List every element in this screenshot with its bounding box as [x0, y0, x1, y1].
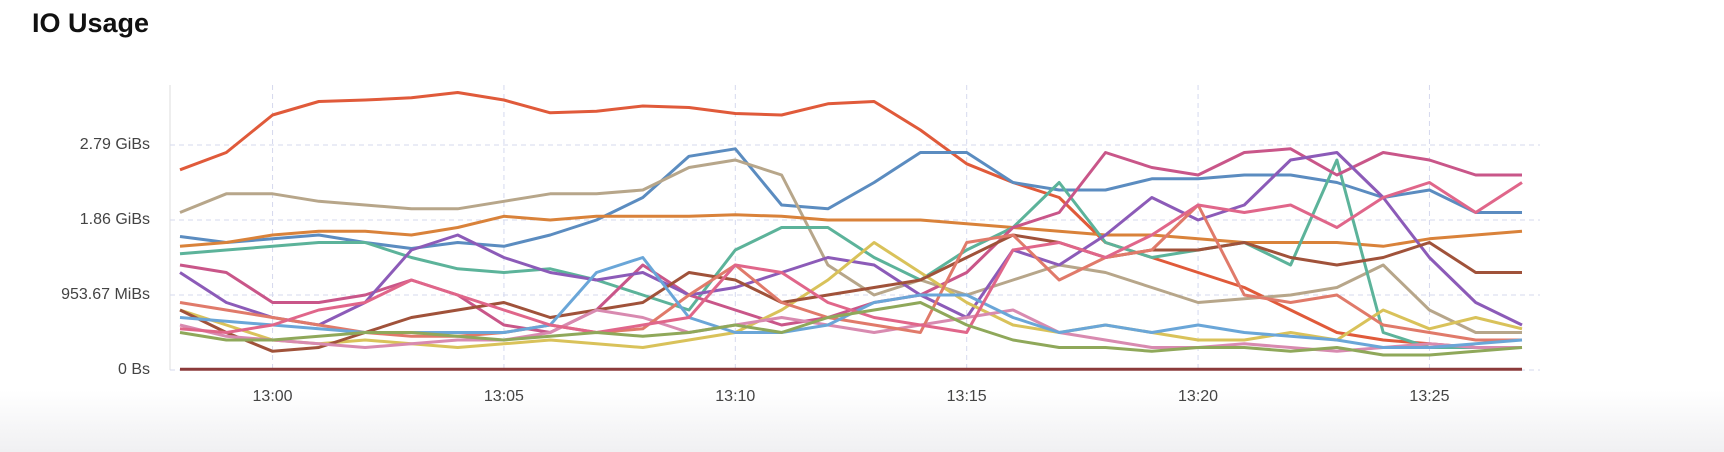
series-line [179, 181, 1523, 334]
series-line [179, 158, 1522, 349]
series-line [179, 91, 1522, 349]
x-tick-label: 13:00 [253, 388, 293, 405]
series-line [179, 213, 1523, 248]
series-line [179, 147, 1522, 334]
series-line [179, 233, 1522, 353]
y-tick-label: 1.86 GiBs [80, 211, 150, 228]
series-line [179, 301, 1523, 357]
x-tick-label: 13:15 [947, 388, 987, 405]
series-line [179, 203, 1522, 342]
x-tick-label: 13:05 [484, 388, 524, 405]
series-line [179, 158, 1522, 334]
x-tick-label: 13:10 [715, 388, 755, 405]
panel-title: IO Usage [32, 8, 150, 38]
x-tick-label: 13:25 [1409, 388, 1449, 405]
y-tick-label: 2.79 GiBs [80, 136, 150, 153]
y-tick-label: 0 Bs [118, 361, 150, 378]
y-tick-label: 953.67 MiBs [61, 286, 150, 303]
series-line [179, 147, 1522, 250]
x-tick-label: 13:20 [1178, 388, 1218, 405]
series-line [179, 308, 1522, 353]
